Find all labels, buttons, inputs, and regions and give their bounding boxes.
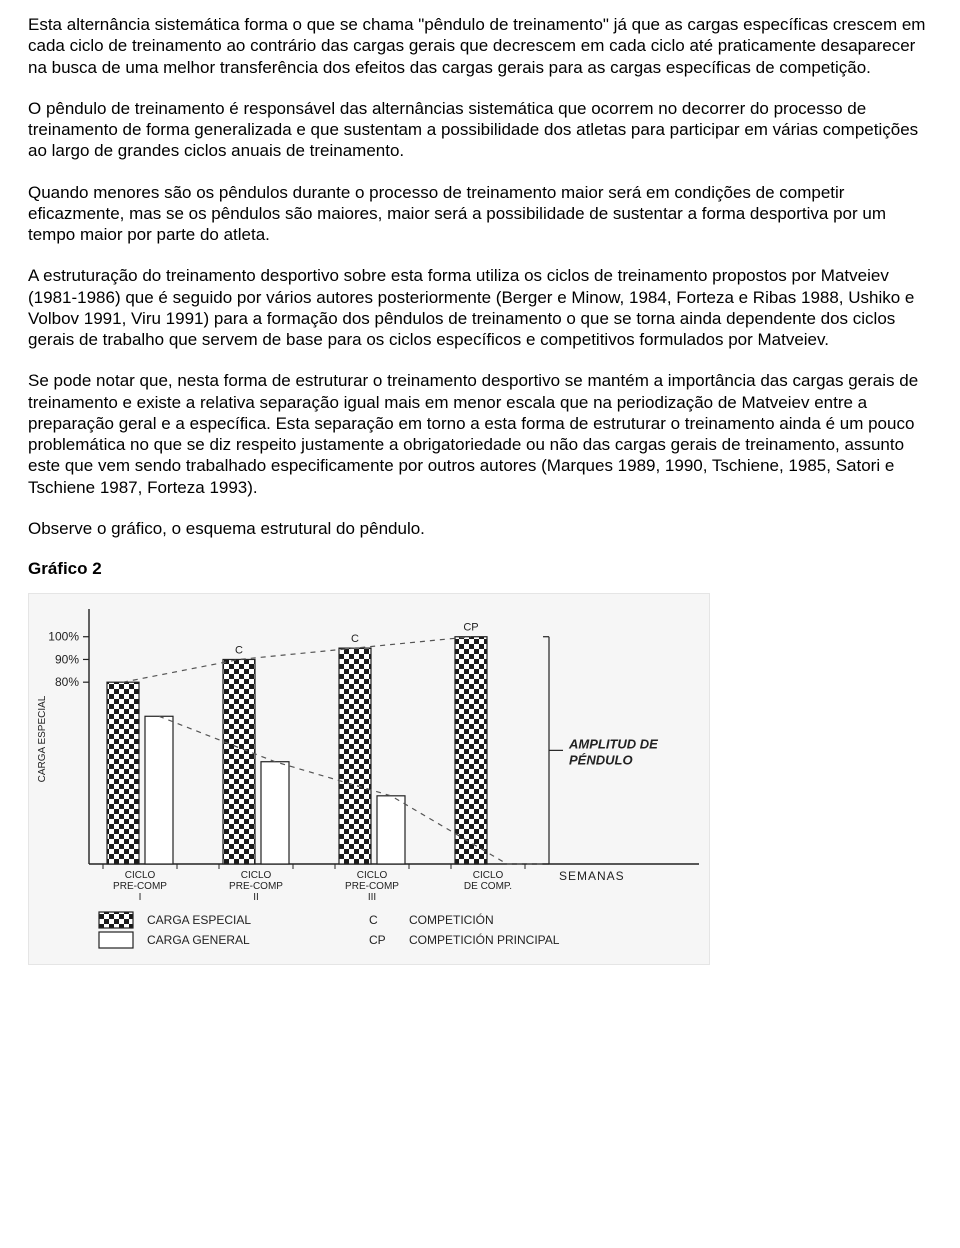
svg-text:CICLO: CICLO xyxy=(473,870,504,881)
chart-heading: Gráfico 2 xyxy=(28,559,932,579)
svg-text:III: III xyxy=(368,892,376,903)
paragraph-2: O pêndulo de treinamento é responsável d… xyxy=(28,98,932,162)
svg-text:COMPETICIÓN: COMPETICIÓN xyxy=(409,912,494,927)
svg-text:C: C xyxy=(369,913,378,927)
paragraph-3: Quando menores são os pêndulos durante o… xyxy=(28,182,932,246)
svg-text:CICLO: CICLO xyxy=(125,870,156,881)
svg-text:C: C xyxy=(235,644,243,656)
svg-text:II: II xyxy=(253,892,259,903)
document-page: Esta alternância sistemática forma o que… xyxy=(0,0,960,985)
svg-text:PRE-COMP: PRE-COMP xyxy=(229,881,283,892)
svg-text:I: I xyxy=(139,892,142,903)
svg-text:AMPLITUD DE: AMPLITUD DE xyxy=(568,736,658,751)
svg-text:CP: CP xyxy=(369,933,386,947)
svg-text:CICLO: CICLO xyxy=(357,870,388,881)
svg-text:CARGA GENERAL: CARGA GENERAL xyxy=(147,933,250,947)
svg-text:PRE-COMP: PRE-COMP xyxy=(113,881,167,892)
paragraph-4: A estruturação do treinamento desportivo… xyxy=(28,265,932,350)
svg-text:90%: 90% xyxy=(55,652,79,666)
svg-text:C: C xyxy=(351,633,359,645)
pendulum-chart: 80%90%100%CARGA ESPECIALCICLOPRE-COMPICC… xyxy=(28,593,710,965)
paragraph-1: Esta alternância sistemática forma o que… xyxy=(28,14,932,78)
paragraph-5: Se pode notar que, nesta forma de estrut… xyxy=(28,370,932,498)
svg-text:PRE-COMP: PRE-COMP xyxy=(345,881,399,892)
svg-text:CICLO: CICLO xyxy=(241,870,272,881)
svg-text:80%: 80% xyxy=(55,675,79,689)
svg-text:CP: CP xyxy=(463,622,478,634)
svg-text:COMPETICIÓN PRINCIPAL: COMPETICIÓN PRINCIPAL xyxy=(409,932,560,947)
svg-text:PÉNDULO: PÉNDULO xyxy=(569,752,633,767)
svg-text:CARGA ESPECIAL: CARGA ESPECIAL xyxy=(147,913,251,927)
svg-text:DE COMP.: DE COMP. xyxy=(464,881,512,892)
svg-text:SEMANAS: SEMANAS xyxy=(559,869,625,883)
svg-text:CARGA ESPECIAL: CARGA ESPECIAL xyxy=(37,695,48,782)
svg-text:100%: 100% xyxy=(48,630,79,644)
paragraph-6: Observe o gráfico, o esquema estrutural … xyxy=(28,518,932,539)
